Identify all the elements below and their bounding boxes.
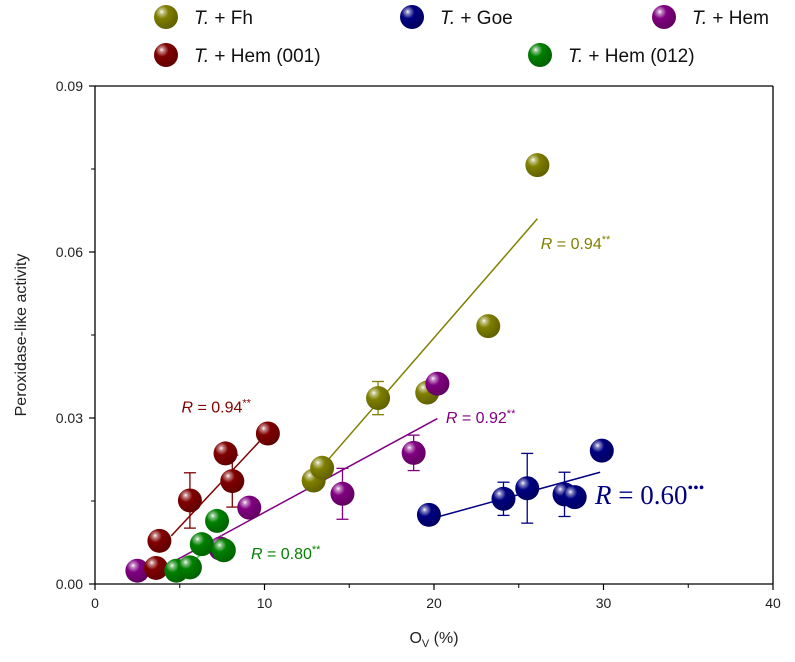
y-tick-label: 0.00 — [56, 576, 83, 592]
data-point — [147, 528, 172, 553]
legend-item: T. + Fh — [154, 5, 253, 29]
data-point — [177, 555, 202, 580]
data-point — [589, 438, 614, 463]
correlation-label: R = 0.94** — [541, 234, 611, 253]
data-point — [255, 421, 280, 446]
x-tick-label: 30 — [596, 595, 612, 611]
legend-marker-sphere-icon — [652, 5, 676, 29]
data-point — [189, 532, 214, 557]
fit-line — [170, 431, 269, 537]
legend-item: T. + Goe — [400, 5, 513, 29]
data-point — [425, 371, 450, 396]
data-point — [401, 440, 426, 465]
legend-marker-sphere-icon — [154, 5, 178, 29]
data-point — [237, 495, 262, 520]
legend: T. + Fh T. + Goe T. + Hem T. + Hem (001) T. … — [154, 5, 769, 67]
data-point — [416, 502, 441, 527]
data-point — [525, 153, 550, 178]
ticks: 0 10 20 30 40 0.00 0.03 0.06 0.09 — [56, 78, 781, 611]
correlation-label: R = 0.60••• — [594, 480, 704, 510]
data-point — [476, 314, 501, 339]
data-point — [366, 386, 391, 411]
x-tick-label: 40 — [765, 595, 781, 611]
legend-label: T. + Fh — [194, 8, 253, 29]
legend-marker-sphere-icon — [154, 43, 178, 67]
x-tick-label: 20 — [426, 595, 442, 611]
legend-item: T. + Hem (012) — [528, 43, 695, 67]
x-tick-label: 10 — [257, 595, 273, 611]
x-tick-label: 0 — [91, 595, 99, 611]
x-axis-title-main: O — [409, 630, 421, 647]
data-point — [330, 481, 355, 506]
x-axis-title-sub: V — [422, 638, 430, 650]
legend-marker-sphere-icon — [400, 5, 424, 29]
y-axis-title: Peroxidase-like activity — [13, 254, 30, 417]
data-point — [213, 441, 238, 466]
y-tick-label: 0.03 — [56, 410, 83, 426]
correlation-label: R = 0.92** — [446, 408, 516, 427]
y-tick-label: 0.09 — [56, 78, 83, 94]
legend-item: T. + Hem — [652, 5, 769, 29]
fit-line — [318, 218, 538, 472]
correlation-labels: R = 0.94** R = 0.60••• R = 0.92** R = 0.94*… — [181, 234, 704, 563]
data-point — [562, 485, 587, 510]
legend-item: T. + Hem (001) — [154, 43, 321, 67]
data-point — [310, 455, 335, 480]
y-tick-label: 0.06 — [56, 244, 83, 260]
x-axis-title: OV (%) — [409, 630, 458, 650]
legend-label: T. + Goe — [440, 8, 513, 29]
data-point — [220, 469, 245, 494]
legend-label: T. + Hem (012) — [568, 46, 695, 67]
legend-label: T. + Hem — [692, 8, 769, 29]
data-point — [205, 508, 230, 533]
data-point — [125, 558, 150, 583]
data-point — [144, 555, 169, 580]
correlation-label: R = 0.80** — [251, 544, 321, 563]
legend-label: T. + Hem (001) — [194, 46, 321, 67]
legend-marker-sphere-icon — [528, 43, 552, 67]
correlation-label: R = 0.94** — [181, 397, 251, 416]
data-point — [491, 486, 516, 511]
data-point — [211, 538, 236, 563]
x-axis-title-suffix: (%) — [429, 630, 458, 647]
data-point — [515, 476, 540, 501]
data-point — [177, 488, 202, 513]
data-points — [125, 153, 614, 583]
